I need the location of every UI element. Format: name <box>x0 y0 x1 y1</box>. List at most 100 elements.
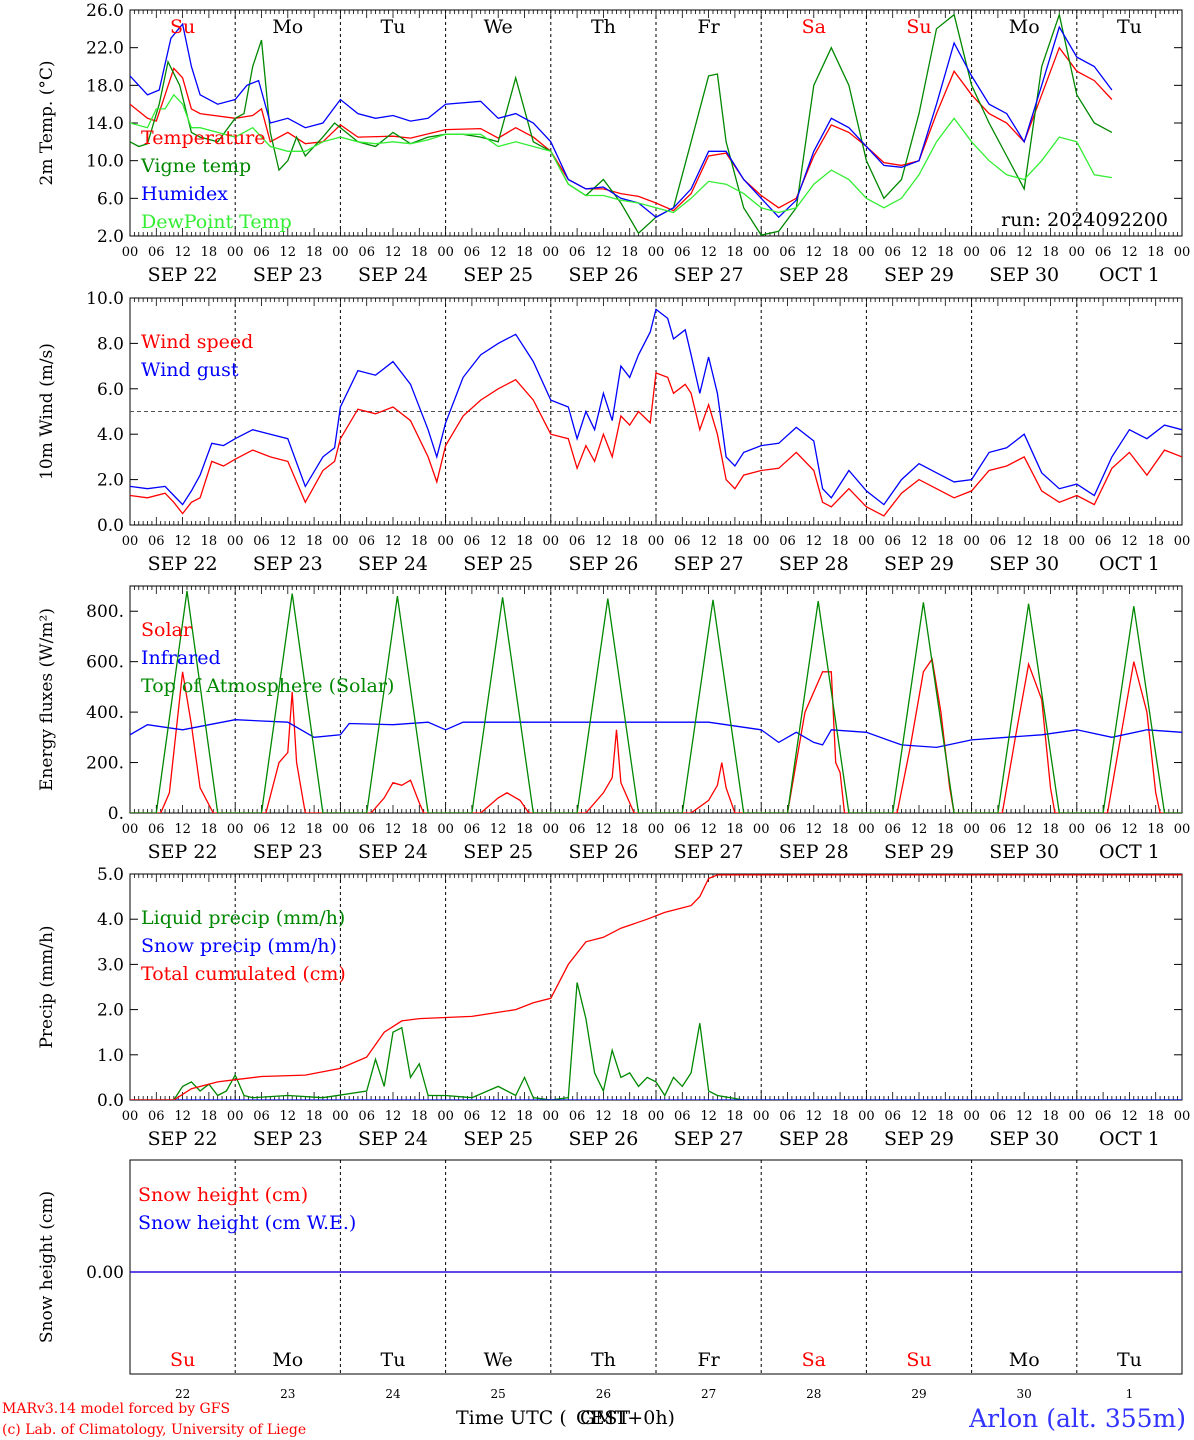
hour-tick-label: 00 <box>1174 534 1191 549</box>
day-number-label: 29 <box>911 1387 926 1401</box>
hour-tick-label: 18 <box>516 245 533 260</box>
date-label: SEP 27 <box>674 1128 744 1150</box>
hour-tick-label: 06 <box>358 1109 375 1124</box>
y-tick-label: 2.0 <box>97 227 124 247</box>
day-number-label: 25 <box>491 1387 506 1401</box>
hour-tick-label: 06 <box>779 822 796 837</box>
weekday-label: Fr <box>697 1349 720 1371</box>
hour-tick-label: 18 <box>727 245 744 260</box>
time-axis-title-a: Time UTC ( <box>456 1407 567 1429</box>
hour-tick-label: 12 <box>174 822 191 837</box>
series-line <box>130 93 1113 214</box>
y-tick-label: 8.0 <box>97 334 124 354</box>
hour-tick-label: 06 <box>148 822 165 837</box>
hour-tick-label: 18 <box>411 1109 428 1124</box>
weekday-label: Th <box>591 16 616 38</box>
date-label: OCT 1 <box>1099 553 1160 575</box>
legend-entry: DewPoint Temp <box>141 211 292 233</box>
y-tick-label: 0.0 <box>97 1091 124 1111</box>
weekday-label: Sa <box>802 16 826 38</box>
hour-tick-label: 06 <box>1095 245 1112 260</box>
hour-tick-label: 12 <box>1016 1109 1033 1124</box>
hour-tick-label: 00 <box>1069 1109 1086 1124</box>
date-label: SEP 28 <box>779 841 849 863</box>
hour-tick-label: 12 <box>385 534 402 549</box>
date-label: OCT 1 <box>1099 841 1160 863</box>
hour-tick-label: 06 <box>569 822 586 837</box>
hour-tick-label: 18 <box>937 1109 954 1124</box>
y-tick-label: 10.0 <box>86 152 124 172</box>
hour-tick-label: 06 <box>358 245 375 260</box>
hour-tick-label: 00 <box>437 534 454 549</box>
legend-entry: Infrared <box>141 647 221 669</box>
hour-tick-label: 18 <box>1147 1109 1164 1124</box>
hour-tick-label: 06 <box>253 1109 270 1124</box>
date-label: SEP 29 <box>884 553 954 575</box>
hour-tick-label: 00 <box>332 245 349 260</box>
hour-tick-label: 00 <box>332 1109 349 1124</box>
temperature-panel: 2.0 6.0 10.0 14.0 18.0 22.0 26.0 2m Temp. (°C) T… <box>37 1 1190 286</box>
y-tick-label: 0. <box>108 804 124 824</box>
hour-tick-label: 12 <box>1121 534 1138 549</box>
hour-tick-label: 00 <box>122 534 139 549</box>
hour-tick-label: 00 <box>963 822 980 837</box>
date-label: SEP 25 <box>463 553 533 575</box>
weekday-label: Tu <box>1117 1349 1142 1371</box>
hour-tick-label: 06 <box>253 822 270 837</box>
hour-tick-label: 06 <box>779 1109 796 1124</box>
date-label: SEP 30 <box>989 841 1059 863</box>
hour-tick-label: 06 <box>674 1109 691 1124</box>
hour-tick-label: 12 <box>1121 245 1138 260</box>
hour-tick-label: 00 <box>332 822 349 837</box>
weekday-label: Fr <box>697 16 720 38</box>
y-tick-label: 4.0 <box>97 425 124 445</box>
y-tick-label: 22.0 <box>86 39 124 59</box>
date-label: OCT 1 <box>1099 1128 1160 1150</box>
hour-tick-label: 00 <box>227 1109 244 1124</box>
hour-tick-label: 06 <box>990 534 1007 549</box>
weekday-label: Su <box>170 1349 195 1371</box>
hour-tick-label: 06 <box>1095 1109 1112 1124</box>
date-label: SEP 29 <box>884 264 954 286</box>
legend-entry: Temperature <box>141 127 265 149</box>
y-tick-label: 14.0 <box>86 114 124 134</box>
hour-tick-label: 00 <box>543 534 560 549</box>
hour-tick-label: 12 <box>280 1109 297 1124</box>
hour-tick-label: 06 <box>569 534 586 549</box>
hour-tick-label: 06 <box>674 534 691 549</box>
credit-line-2: (c) Lab. of Climatology, University of L… <box>2 1422 306 1438</box>
hour-tick-label: 00 <box>858 822 875 837</box>
day-number-label: 30 <box>1017 1387 1032 1401</box>
hour-tick-label: 06 <box>148 534 165 549</box>
hour-tick-label: 00 <box>753 245 770 260</box>
series-line <box>130 590 1182 813</box>
date-label: SEP 24 <box>358 553 428 575</box>
hour-tick-label: 18 <box>1147 822 1164 837</box>
hour-tick-label: 18 <box>727 1109 744 1124</box>
legend-entry: Liquid precip (mm/h) <box>141 907 345 929</box>
weekday-label: Mo <box>272 16 303 38</box>
hour-tick-label: 18 <box>621 534 638 549</box>
weekday-label: Su <box>170 16 195 38</box>
weekday-label: Tu <box>381 1349 406 1371</box>
hour-tick-label: 12 <box>911 822 928 837</box>
energy-flux-panel: 0. 200. 400. 600. 800. Energy fluxes (W/m²) So… <box>37 585 1190 863</box>
legend-entry: Wind gust <box>141 359 239 381</box>
hour-tick-label: 06 <box>990 822 1007 837</box>
date-label: SEP 27 <box>674 264 744 286</box>
hour-tick-label: 00 <box>963 534 980 549</box>
hour-tick-label: 12 <box>806 1109 823 1124</box>
legend-entry: Total cumulated (cm) <box>141 963 346 985</box>
hour-tick-label: 06 <box>1095 822 1112 837</box>
hour-tick-label: 18 <box>1042 822 1059 837</box>
hour-tick-label: 12 <box>911 1109 928 1124</box>
time-axis-title-c: CEST <box>576 1407 630 1429</box>
hour-tick-label: 18 <box>1042 245 1059 260</box>
hour-tick-label: 18 <box>516 1109 533 1124</box>
legend-entry: Humidex <box>141 183 228 205</box>
hour-tick-label: 18 <box>1147 534 1164 549</box>
hour-tick-label: 00 <box>858 1109 875 1124</box>
precipitation-panel: 0.0 1.0 2.0 3.0 4.0 5.0 Precip (mm/h) Liquid pr… <box>37 865 1190 1150</box>
hour-tick-label: 12 <box>911 534 928 549</box>
legend-entry: Vigne temp <box>140 155 251 177</box>
